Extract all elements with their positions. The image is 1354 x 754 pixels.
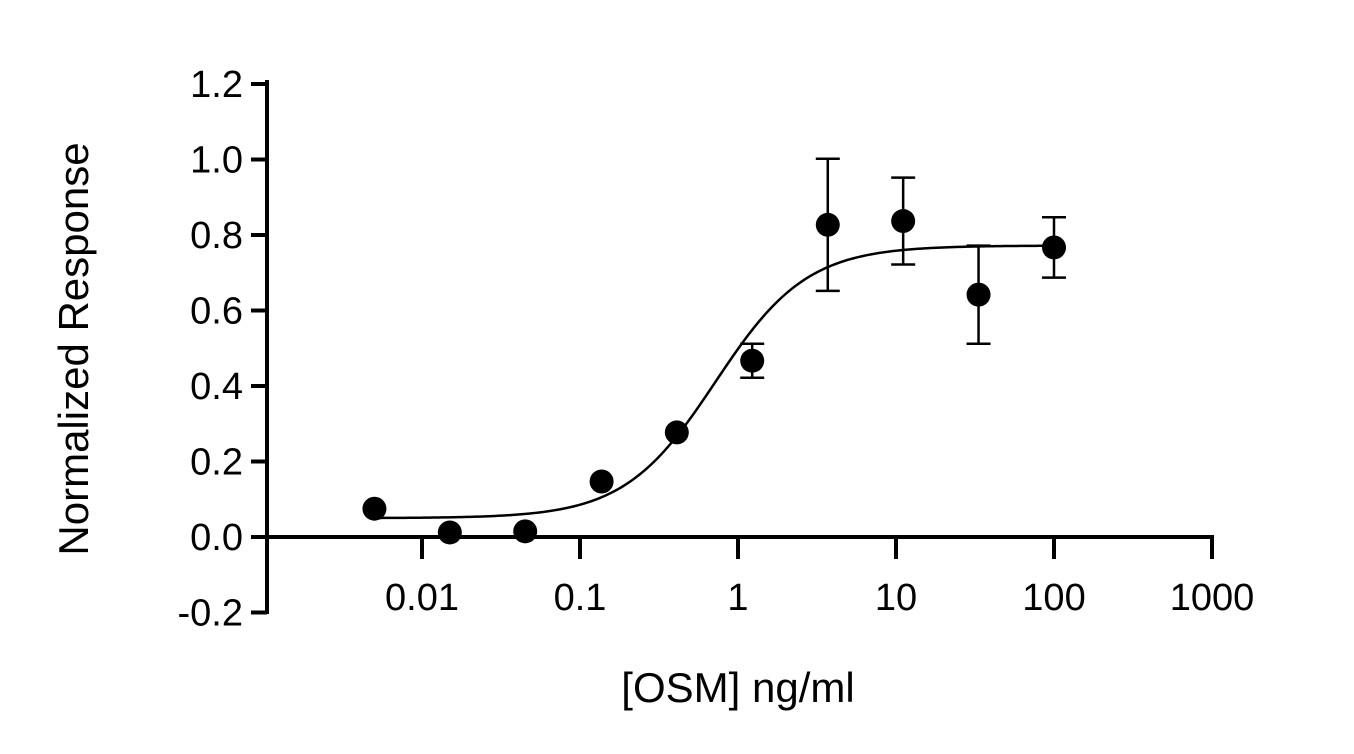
y-tick-label: 0.6	[190, 291, 243, 333]
y-tick-label: 1.2	[190, 64, 243, 106]
x-tick-label: 0.01	[385, 577, 459, 619]
data-point	[513, 519, 538, 544]
data-points	[362, 209, 1066, 545]
y-tick-label: 1.0	[190, 140, 243, 182]
data-point	[362, 496, 387, 521]
data-point	[589, 469, 614, 494]
x-axis-title: [OSM] ng/ml	[621, 664, 854, 711]
fit-curve	[374, 244, 1055, 520]
data-point	[740, 348, 765, 373]
y-tick-label: 0.8	[190, 215, 243, 257]
data-point	[966, 282, 991, 307]
y-tick-label: 0.2	[190, 442, 243, 484]
data-point	[1042, 235, 1066, 260]
y-tick-label: -0.2	[178, 593, 243, 635]
data-point	[815, 212, 840, 237]
x-tick-label: 0.1	[554, 577, 607, 619]
x-tick-label: 100	[1022, 577, 1085, 619]
data-point	[891, 209, 916, 234]
x-tick-label: 10	[875, 577, 917, 619]
data-point	[437, 520, 462, 545]
x-tick-label: 1	[727, 577, 748, 619]
x-axis-ticks: 0.01 0.1 1 10 100 1000	[385, 537, 1254, 619]
y-axis-title: Normalized Response	[50, 142, 97, 555]
y-tick-label: 0.0	[190, 517, 243, 559]
error-bars	[740, 157, 1066, 379]
data-point	[664, 420, 689, 445]
y-tick-label: 0.4	[190, 366, 243, 408]
x-tick-label: 1000	[1170, 577, 1255, 619]
y-axis-ticks: -0.2 0.0 0.2 0.4 0.6 0.8 1.0 1.2	[178, 64, 267, 635]
